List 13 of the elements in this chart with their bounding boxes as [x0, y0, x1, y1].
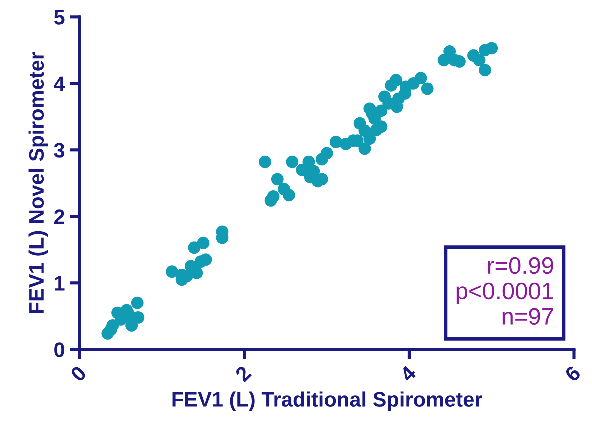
y-tick-label: 5 — [54, 10, 65, 25]
x-axis-title: FEV1 (L) Traditional Spirometer — [172, 392, 482, 412]
y-axis-title: FEV1 (L) Novel Spirometer — [28, 52, 48, 314]
y-tick-label: 1 — [55, 276, 65, 291]
x-tick-label: 4 — [399, 364, 418, 383]
x-tick-label: 0 — [70, 365, 88, 383]
y-tick-label: 4 — [54, 76, 66, 92]
y-tick-label: 3 — [54, 143, 65, 158]
y-tick-label: 0 — [54, 342, 64, 358]
y-tick-label: 2 — [54, 210, 65, 224]
x-tick-label: 6 — [564, 365, 582, 383]
x-tick-label: 2 — [234, 365, 252, 383]
annotation: r=0.99 p<0.0001 n=97 — [456, 257, 554, 326]
